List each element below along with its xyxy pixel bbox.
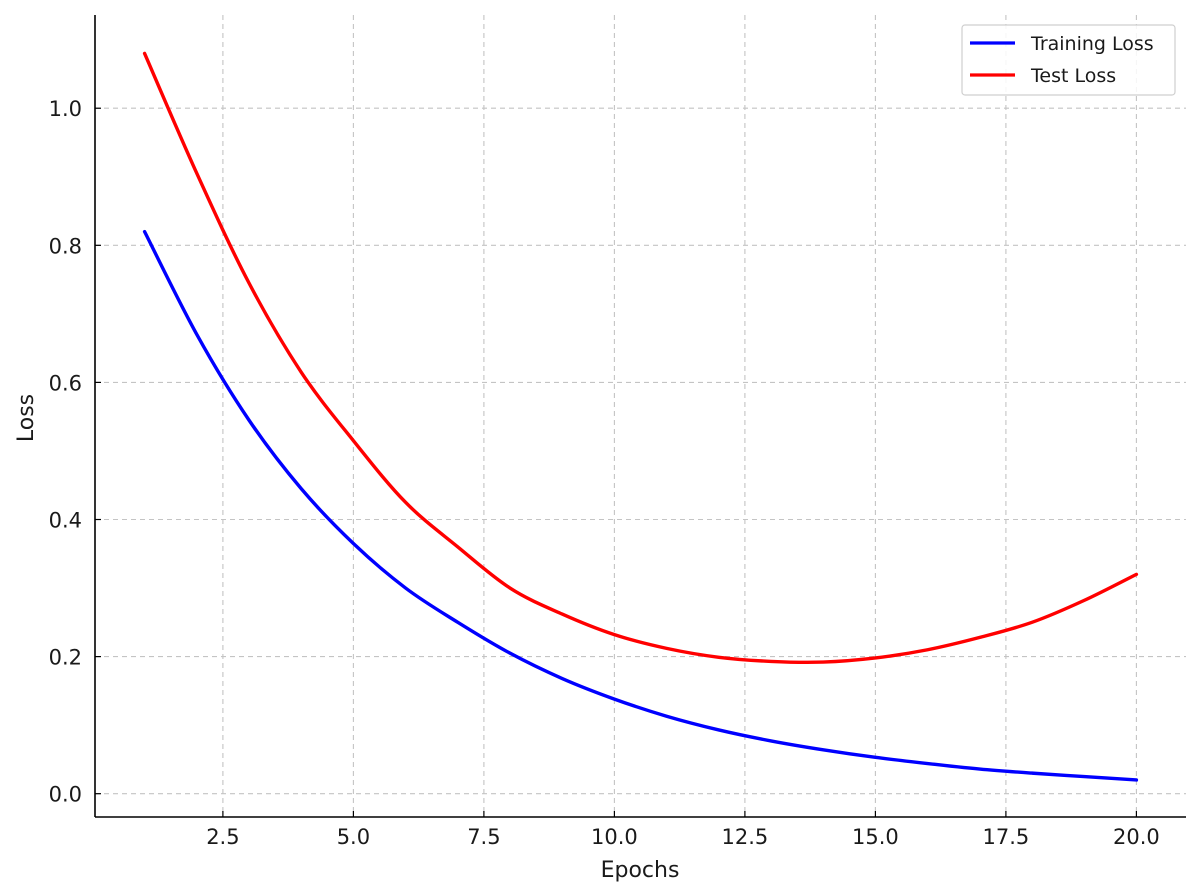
legend-frame	[961, 24, 1176, 96]
y-tick-labels: 0.0 0.2 0.4 0.6 0.8 1.0	[49, 97, 82, 806]
x-tick-label: 10.0	[591, 825, 638, 849]
legend-label-training-loss: Training Loss	[1030, 33, 1154, 55]
legend-label-test-loss: Test Loss	[1030, 65, 1116, 87]
legend: Training Loss Test Loss	[961, 24, 1176, 96]
x-tick-label: 17.5	[983, 825, 1030, 849]
x-tick-label: 5.0	[337, 825, 370, 849]
y-tick-label: 1.0	[49, 97, 82, 121]
y-tick-label: 0.8	[49, 234, 82, 258]
x-tick-labels: 2.5 5.0 7.5 10.0 12.5 15.0 17.5 20.0	[206, 825, 1160, 849]
y-tick-label: 0.2	[49, 646, 82, 670]
x-tick-label: 2.5	[206, 825, 239, 849]
y-tick-label: 0.4	[49, 509, 82, 533]
x-axis-title: Epochs	[601, 858, 680, 883]
x-tick-label: 7.5	[467, 825, 500, 849]
series-line-test-loss	[142, 51, 1139, 665]
series-lines	[142, 51, 1139, 782]
x-tick-label: 20.0	[1113, 825, 1160, 849]
x-tick-label: 12.5	[722, 825, 769, 849]
y-tick-label: 0.0	[49, 783, 82, 807]
axes	[94, 15, 1186, 818]
tick-marks	[95, 107, 1138, 817]
x-tick-label: 15.0	[852, 825, 899, 849]
y-axis-title: Loss	[14, 394, 39, 442]
grid-lines	[95, 15, 1186, 817]
series-line-training-loss	[142, 229, 1139, 782]
y-tick-label: 0.6	[49, 371, 82, 395]
